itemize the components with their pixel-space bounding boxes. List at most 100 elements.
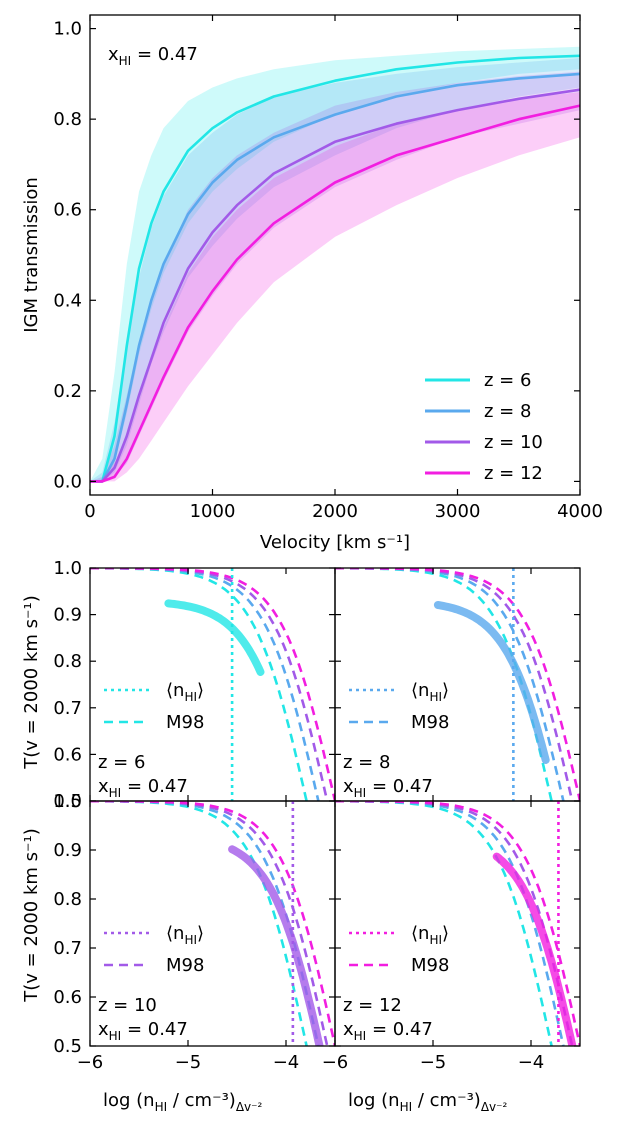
legend-mean-open: ⟨n — [166, 923, 184, 944]
top-x-axis-label: Velocity [km s⁻¹] — [260, 532, 410, 553]
y-tick-label: 1.0 — [53, 558, 82, 579]
legend-mean-label: ⟨nHI⟩ — [166, 923, 204, 947]
m98-curve-z12 — [90, 801, 335, 1046]
bx2-sub2: Δv⁻² — [481, 1100, 508, 1114]
y-tick-label: 0.5 — [53, 791, 82, 812]
m98-curve-z10 — [335, 801, 574, 1046]
scatter-band-z12 — [492, 852, 577, 1046]
panel-xhi-value: = 0.47 — [366, 1019, 433, 1040]
panel-xhi-label: xHI = 0.47 — [98, 776, 188, 800]
bottom-x-axis-label-right: log (nHI / cm⁻³)Δv⁻² — [348, 1090, 507, 1114]
legend-mean-close: ⟩ — [442, 680, 449, 701]
x-tick-label: −5 — [175, 1052, 202, 1073]
m98-curve-z10 — [90, 568, 329, 801]
bx1-sub2: Δv⁻² — [236, 1100, 263, 1114]
legend-model-label: M98 — [411, 712, 449, 733]
scatter-band-z6 — [164, 599, 265, 676]
panel-xhi-x: x — [98, 776, 109, 797]
bx1-main: log (n — [103, 1090, 155, 1111]
panel-plot-area — [90, 801, 335, 1046]
legend-label-z10: z = 10 — [484, 432, 543, 453]
panel-xhi-sub: HI — [354, 1029, 367, 1043]
m98-curve-z12 — [335, 568, 580, 801]
legend-model-label: M98 — [411, 955, 449, 976]
legend-mean-label: ⟨nHI⟩ — [411, 923, 449, 947]
m98-curve-z12 — [90, 568, 335, 801]
y-tick-label: 0.8 — [53, 651, 82, 672]
panel-xhi-value: = 0.47 — [121, 1019, 188, 1040]
panel-xhi-sub: HI — [109, 786, 122, 800]
band-z12 — [90, 92, 580, 482]
top-xhi-x: x — [108, 44, 119, 65]
x-tick-label: −6 — [77, 1052, 104, 1073]
y-tick-label: 0.9 — [53, 840, 82, 861]
y-tick-label: 0.6 — [53, 987, 82, 1008]
x-tick-label: −4 — [518, 1052, 545, 1073]
y-tick-label: 0.7 — [53, 938, 82, 959]
panel-z-label: z = 6 — [98, 752, 145, 773]
scatter-band-z10 — [228, 845, 324, 1046]
panel-xhi-x: x — [98, 1019, 109, 1040]
legend-mean-close: ⟩ — [197, 680, 204, 701]
band-z8 — [90, 58, 580, 482]
panel-xhi-label: xHI = 0.47 — [98, 1019, 188, 1043]
x-tick-label: 4000 — [557, 501, 603, 522]
legend-model-label: M98 — [166, 712, 204, 733]
panel-z-label: z = 10 — [98, 995, 157, 1016]
top-xhi-value: = 0.47 — [131, 44, 198, 65]
bx2-mid: / cm⁻³) — [412, 1090, 481, 1111]
panel-xhi-x: x — [343, 1019, 354, 1040]
panel-xhi-label: xHI = 0.47 — [343, 776, 433, 800]
series-line-z10 — [90, 88, 581, 483]
m98-curve-z6 — [90, 568, 308, 801]
y-tick-label: 0.5 — [53, 1036, 82, 1057]
panel-xhi-label: xHI = 0.47 — [343, 1019, 433, 1043]
m98-curve-z8 — [335, 568, 565, 801]
legend-mean-close: ⟩ — [442, 923, 449, 944]
top-lines — [90, 54, 581, 483]
series-line-z12 — [90, 104, 581, 483]
top-xhi-annotation: xHI = 0.47 — [108, 44, 198, 68]
x-tick-label: −5 — [420, 1052, 447, 1073]
legend-model-label: M98 — [166, 955, 204, 976]
m98-curve-z10 — [335, 568, 574, 801]
panel-xhi-value: = 0.47 — [121, 776, 188, 797]
legend-label-z6: z = 6 — [484, 370, 531, 391]
bx1-sub1: HI — [155, 1100, 168, 1114]
x-tick-label: 0 — [84, 501, 95, 522]
bottom-y-axis-label-lower: T(v = 2000 km s⁻¹) — [21, 828, 42, 1003]
top-legend: z = 6 z = 8 z = 10 z = 12 — [425, 370, 543, 484]
legend-mean-sub: HI — [429, 690, 442, 704]
top-y-axis-label: IGM transmission — [21, 177, 42, 333]
x-tick-label: 3000 — [435, 501, 481, 522]
y-tick-label: 0.8 — [53, 889, 82, 910]
legend-mean-sub: HI — [184, 933, 197, 947]
x-tick-label: −6 — [322, 1052, 349, 1073]
series-line-z6 — [90, 54, 581, 483]
top-chart: 0 1000 2000 3000 4000 0.0 0.2 0.4 0.6 0.8 1.0 IGM … — [21, 14, 603, 553]
legend-mean-label: ⟨nHI⟩ — [166, 680, 204, 704]
x-tick-label: −4 — [273, 1052, 300, 1073]
bx2-sub1: HI — [400, 1100, 413, 1114]
bx1-mid: / cm⁻³) — [167, 1090, 236, 1111]
panel-xhi-sub: HI — [109, 1029, 122, 1043]
panel-xhi-x: x — [343, 776, 354, 797]
y-tick-label: 1.0 — [53, 791, 82, 812]
bottom-x-axis-label-left: log (nHI / cm⁻³)Δv⁻² — [103, 1090, 262, 1114]
x-tick-label: 1000 — [190, 501, 236, 522]
bx2-main: log (n — [348, 1090, 400, 1111]
m98-curve-z8 — [335, 801, 565, 1046]
legend-mean-open: ⟨n — [411, 923, 429, 944]
m98-curve-z8 — [90, 568, 320, 801]
y-tick-label: 0.8 — [53, 109, 82, 130]
y-tick-label: 0.9 — [53, 605, 82, 626]
x-tick-label: 2000 — [312, 501, 358, 522]
m98-curve-z6 — [335, 568, 553, 801]
bottom-y-axis-label-upper: T(v = 2000 km s⁻¹) — [21, 595, 42, 770]
m98-curve-z6 — [90, 801, 308, 1046]
